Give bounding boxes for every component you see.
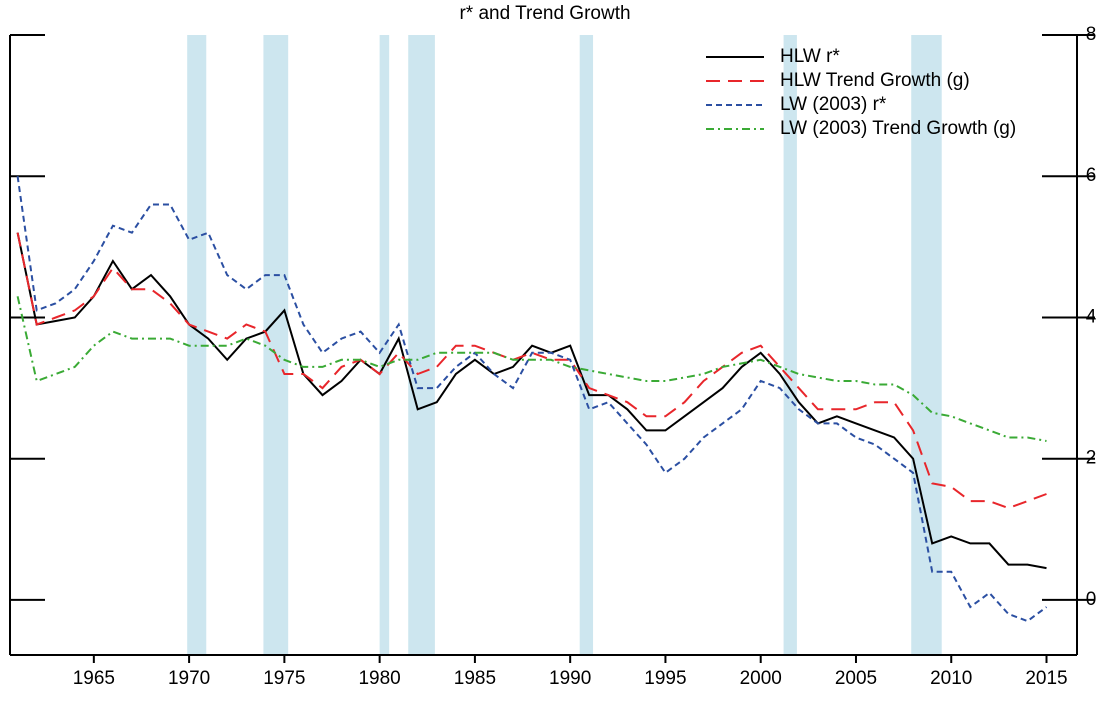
recession-band <box>187 35 207 655</box>
y-tick-label: 0 <box>1086 589 1097 610</box>
x-tick-label: 1970 <box>168 668 210 689</box>
series-line <box>16 176 1048 623</box>
legend-label: LW (2003) Trend Growth (g) <box>780 118 1016 139</box>
recession-band <box>408 35 435 655</box>
legend-label: HLW r* <box>780 46 840 67</box>
x-tick-label: 2005 <box>835 668 877 689</box>
series-line <box>16 232 1047 570</box>
recession-band <box>263 35 289 655</box>
x-tick-label: 2000 <box>740 668 782 689</box>
recession-band <box>783 35 797 655</box>
x-tick-label: 1980 <box>358 668 400 689</box>
series-line <box>16 296 1047 442</box>
recession-band <box>911 35 942 655</box>
x-tick-label: 1995 <box>644 668 686 689</box>
y-tick-label: 8 <box>1086 24 1097 45</box>
recession-band <box>579 35 594 655</box>
x-tick-label: 1985 <box>454 668 496 689</box>
y-tick-label: 2 <box>1086 448 1097 469</box>
x-tick-label: 1965 <box>73 668 115 689</box>
series-line <box>16 232 1047 510</box>
x-tick-label: 1975 <box>263 668 305 689</box>
y-tick-label: 4 <box>1086 306 1097 327</box>
y-tick-label: 6 <box>1086 165 1097 186</box>
recession-band <box>379 35 390 655</box>
x-tick-label: 2015 <box>1025 668 1067 689</box>
x-tick-label: 2010 <box>930 668 972 689</box>
legend-label: LW (2003) r* <box>780 94 887 115</box>
x-tick-label: 1990 <box>549 668 591 689</box>
legend-label: HLW Trend Growth (g) <box>780 70 970 91</box>
chart-title: r* and Trend Growth <box>459 3 630 24</box>
